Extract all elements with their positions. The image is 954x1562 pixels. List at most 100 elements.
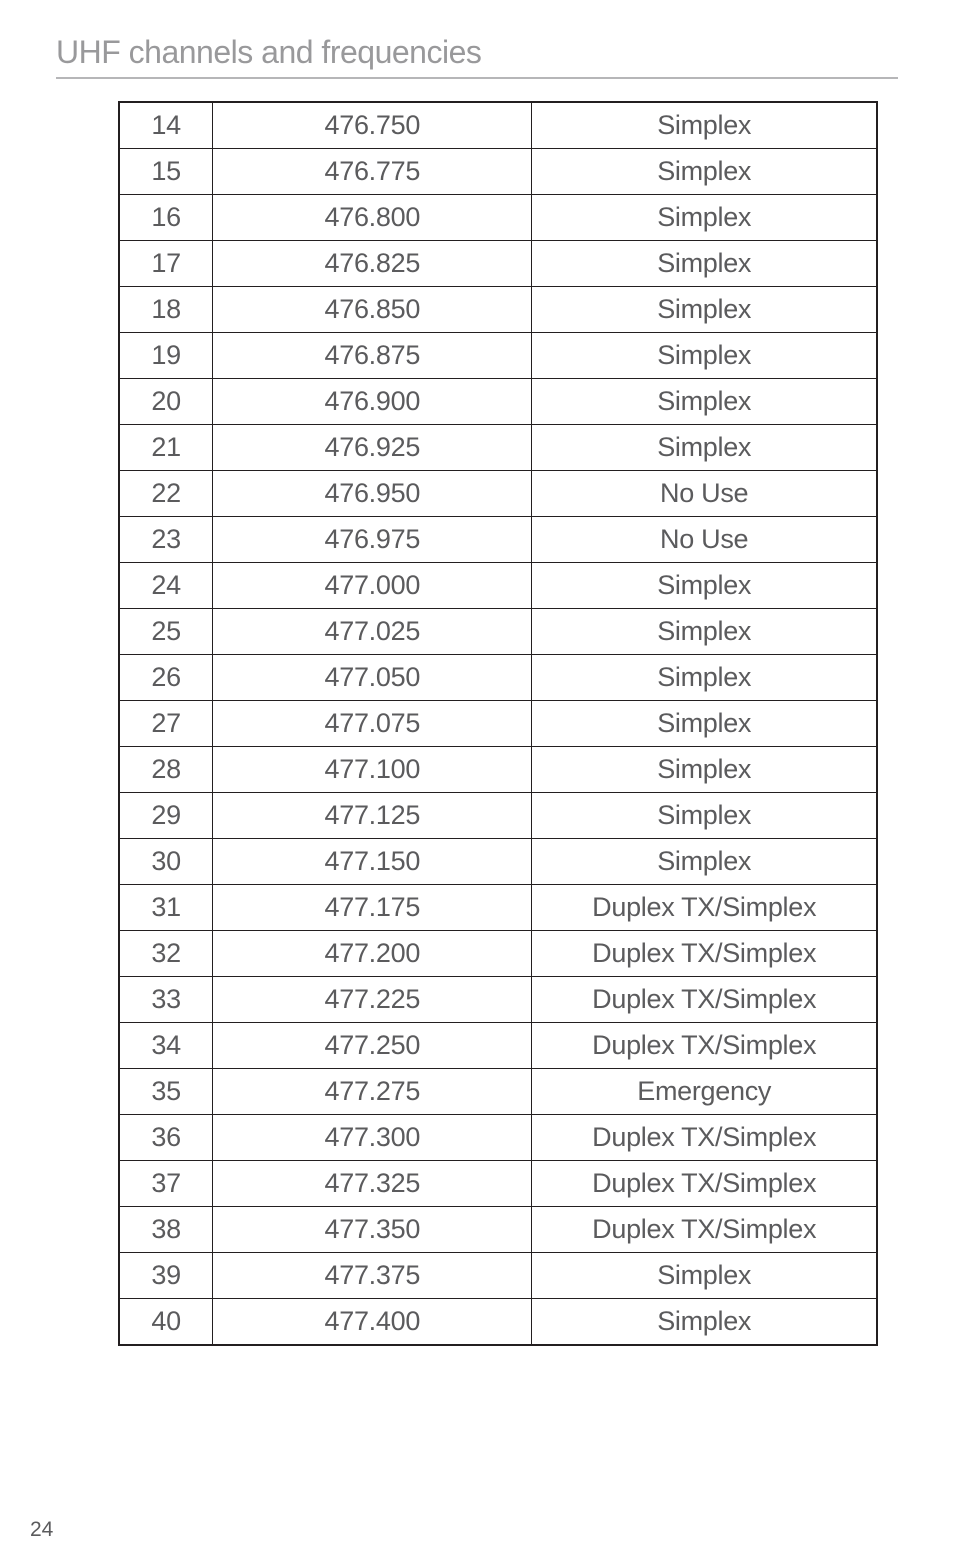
cell-type: Simplex xyxy=(532,609,877,655)
cell-channel: 20 xyxy=(119,379,213,425)
cell-frequency: 477.200 xyxy=(213,931,532,977)
table-row: 30477.150Simplex xyxy=(119,839,877,885)
frequency-table: 14476.750Simplex15476.775Simplex16476.80… xyxy=(118,101,878,1346)
table-row: 26477.050Simplex xyxy=(119,655,877,701)
cell-channel: 26 xyxy=(119,655,213,701)
cell-channel: 23 xyxy=(119,517,213,563)
cell-channel: 39 xyxy=(119,1253,213,1299)
table-row: 15476.775Simplex xyxy=(119,149,877,195)
cell-type: Simplex xyxy=(532,793,877,839)
cell-type: Simplex xyxy=(532,1253,877,1299)
cell-frequency: 476.750 xyxy=(213,102,532,149)
table-row: 32477.200Duplex TX/Simplex xyxy=(119,931,877,977)
cell-channel: 25 xyxy=(119,609,213,655)
cell-channel: 34 xyxy=(119,1023,213,1069)
cell-frequency: 477.125 xyxy=(213,793,532,839)
page-title: UHF channels and frequencies xyxy=(56,34,898,71)
cell-type: Duplex TX/Simplex xyxy=(532,1023,877,1069)
cell-type: Simplex xyxy=(532,287,877,333)
cell-frequency: 477.250 xyxy=(213,1023,532,1069)
cell-channel: 14 xyxy=(119,102,213,149)
page-container: UHF channels and frequencies 14476.750Si… xyxy=(0,0,954,1346)
table-row: 29477.125Simplex xyxy=(119,793,877,839)
cell-type: Simplex xyxy=(532,655,877,701)
cell-type: Simplex xyxy=(532,839,877,885)
cell-type: Simplex xyxy=(532,149,877,195)
table-row: 37477.325Duplex TX/Simplex xyxy=(119,1161,877,1207)
cell-type: Duplex TX/Simplex xyxy=(532,1207,877,1253)
table-row: 40477.400Simplex xyxy=(119,1299,877,1346)
cell-type: Simplex xyxy=(532,333,877,379)
cell-frequency: 477.175 xyxy=(213,885,532,931)
cell-channel: 27 xyxy=(119,701,213,747)
cell-channel: 18 xyxy=(119,287,213,333)
table-row: 36477.300Duplex TX/Simplex xyxy=(119,1115,877,1161)
cell-frequency: 477.275 xyxy=(213,1069,532,1115)
cell-type: Duplex TX/Simplex xyxy=(532,931,877,977)
table-row: 27477.075Simplex xyxy=(119,701,877,747)
cell-frequency: 477.400 xyxy=(213,1299,532,1346)
cell-channel: 16 xyxy=(119,195,213,241)
cell-type: Simplex xyxy=(532,1299,877,1346)
table-row: 31477.175Duplex TX/Simplex xyxy=(119,885,877,931)
cell-type: Simplex xyxy=(532,241,877,287)
cell-frequency: 476.775 xyxy=(213,149,532,195)
cell-frequency: 477.100 xyxy=(213,747,532,793)
cell-frequency: 476.925 xyxy=(213,425,532,471)
frequency-table-body: 14476.750Simplex15476.775Simplex16476.80… xyxy=(119,102,877,1345)
table-row: 21476.925Simplex xyxy=(119,425,877,471)
cell-frequency: 477.325 xyxy=(213,1161,532,1207)
cell-frequency: 476.950 xyxy=(213,471,532,517)
cell-frequency: 477.050 xyxy=(213,655,532,701)
table-row: 34477.250Duplex TX/Simplex xyxy=(119,1023,877,1069)
cell-type: Simplex xyxy=(532,379,877,425)
table-row: 33477.225Duplex TX/Simplex xyxy=(119,977,877,1023)
cell-frequency: 477.075 xyxy=(213,701,532,747)
table-row: 38477.350Duplex TX/Simplex xyxy=(119,1207,877,1253)
cell-frequency: 476.800 xyxy=(213,195,532,241)
cell-frequency: 476.850 xyxy=(213,287,532,333)
cell-type: Simplex xyxy=(532,701,877,747)
cell-frequency: 477.000 xyxy=(213,563,532,609)
cell-frequency: 476.975 xyxy=(213,517,532,563)
cell-channel: 28 xyxy=(119,747,213,793)
table-row: 35477.275Emergency xyxy=(119,1069,877,1115)
table-row: 14476.750Simplex xyxy=(119,102,877,149)
cell-frequency: 477.300 xyxy=(213,1115,532,1161)
cell-frequency: 477.150 xyxy=(213,839,532,885)
cell-type: Duplex TX/Simplex xyxy=(532,977,877,1023)
cell-type: No Use xyxy=(532,471,877,517)
cell-type: Simplex xyxy=(532,425,877,471)
cell-channel: 15 xyxy=(119,149,213,195)
cell-type: Duplex TX/Simplex xyxy=(532,1161,877,1207)
table-row: 24477.000Simplex xyxy=(119,563,877,609)
table-row: 23476.975No Use xyxy=(119,517,877,563)
cell-channel: 22 xyxy=(119,471,213,517)
cell-frequency: 476.900 xyxy=(213,379,532,425)
page-number: 24 xyxy=(30,1518,53,1542)
cell-frequency: 477.025 xyxy=(213,609,532,655)
cell-type: Simplex xyxy=(532,102,877,149)
cell-type: Duplex TX/Simplex xyxy=(532,885,877,931)
cell-frequency: 477.225 xyxy=(213,977,532,1023)
table-row: 17476.825Simplex xyxy=(119,241,877,287)
cell-type: Duplex TX/Simplex xyxy=(532,1115,877,1161)
cell-channel: 29 xyxy=(119,793,213,839)
cell-frequency: 476.825 xyxy=(213,241,532,287)
cell-type: Simplex xyxy=(532,195,877,241)
cell-type: No Use xyxy=(532,517,877,563)
cell-channel: 21 xyxy=(119,425,213,471)
cell-channel: 19 xyxy=(119,333,213,379)
table-row: 20476.900Simplex xyxy=(119,379,877,425)
cell-frequency: 476.875 xyxy=(213,333,532,379)
table-row: 25477.025Simplex xyxy=(119,609,877,655)
cell-channel: 24 xyxy=(119,563,213,609)
table-row: 28477.100Simplex xyxy=(119,747,877,793)
cell-channel: 31 xyxy=(119,885,213,931)
cell-channel: 37 xyxy=(119,1161,213,1207)
cell-channel: 30 xyxy=(119,839,213,885)
cell-channel: 40 xyxy=(119,1299,213,1346)
cell-channel: 17 xyxy=(119,241,213,287)
cell-type: Simplex xyxy=(532,747,877,793)
cell-channel: 32 xyxy=(119,931,213,977)
